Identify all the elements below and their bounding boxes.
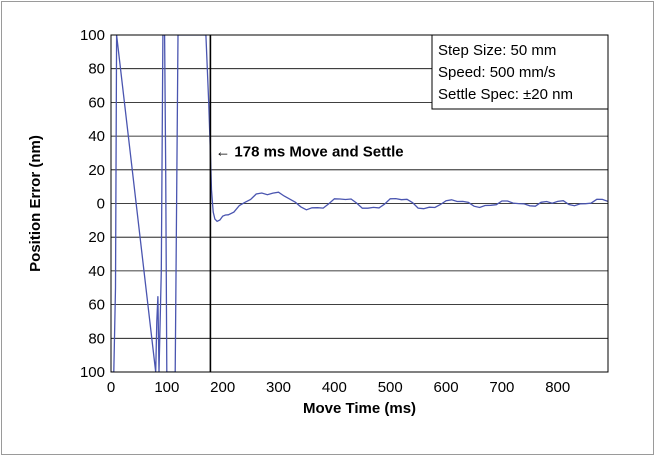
legend-step-size: Step Size: 50 mm xyxy=(438,42,556,59)
x-tick-label: 700 xyxy=(489,379,514,396)
x-tick-label: 200 xyxy=(210,379,235,396)
y-tick-label: 80 xyxy=(88,61,105,78)
y-tick-label: 80 xyxy=(88,330,105,347)
annotation-arrow-icon: ← xyxy=(215,143,230,160)
legend-settle-spec: Settle Spec: ±20 nm xyxy=(438,86,573,103)
y-tick-labels: 100 80 60 40 20 0 20 40 60 80 100 xyxy=(80,27,105,381)
y-tick-label: 0 xyxy=(97,196,105,213)
y-tick-label: 40 xyxy=(88,263,105,280)
legend-speed: Speed: 500 mm/s xyxy=(438,64,556,81)
position-error-trace xyxy=(111,35,608,372)
x-tick-label: 100 xyxy=(154,379,179,396)
y-tick-label: 60 xyxy=(88,297,105,314)
trace-layer xyxy=(111,35,608,372)
y-tick-label: 20 xyxy=(88,162,105,179)
annotation-label: 178 ms Move and Settle xyxy=(234,143,403,160)
legend-background xyxy=(431,34,609,110)
gridlines xyxy=(111,68,608,339)
settle-annotation: ← 178 ms Move and Settle xyxy=(215,143,403,160)
x-tick-label: 0 xyxy=(107,379,115,396)
y-tick-label: 100 xyxy=(80,27,105,44)
x-tick-label: 600 xyxy=(434,379,459,396)
x-tick-label: 300 xyxy=(266,379,291,396)
plot-area-border xyxy=(110,34,609,373)
y-tick-label: 40 xyxy=(88,128,105,145)
legend-box: Step Size: 50 mm Speed: 500 mm/s Settle … xyxy=(431,34,609,110)
y-tick-label: 60 xyxy=(88,94,105,111)
y-tick-label: 100 xyxy=(80,364,105,381)
x-tick-label: 500 xyxy=(378,379,403,396)
y-tick-label: 20 xyxy=(88,229,105,246)
x-axis-title: Move Time (ms) xyxy=(303,400,416,417)
y-axis-title: Position Error (nm) xyxy=(27,135,44,272)
x-tick-label: 800 xyxy=(545,379,570,396)
x-tick-labels: 0 100 200 300 400 500 600 700 800 xyxy=(107,379,570,396)
x-tick-label: 400 xyxy=(322,379,347,396)
